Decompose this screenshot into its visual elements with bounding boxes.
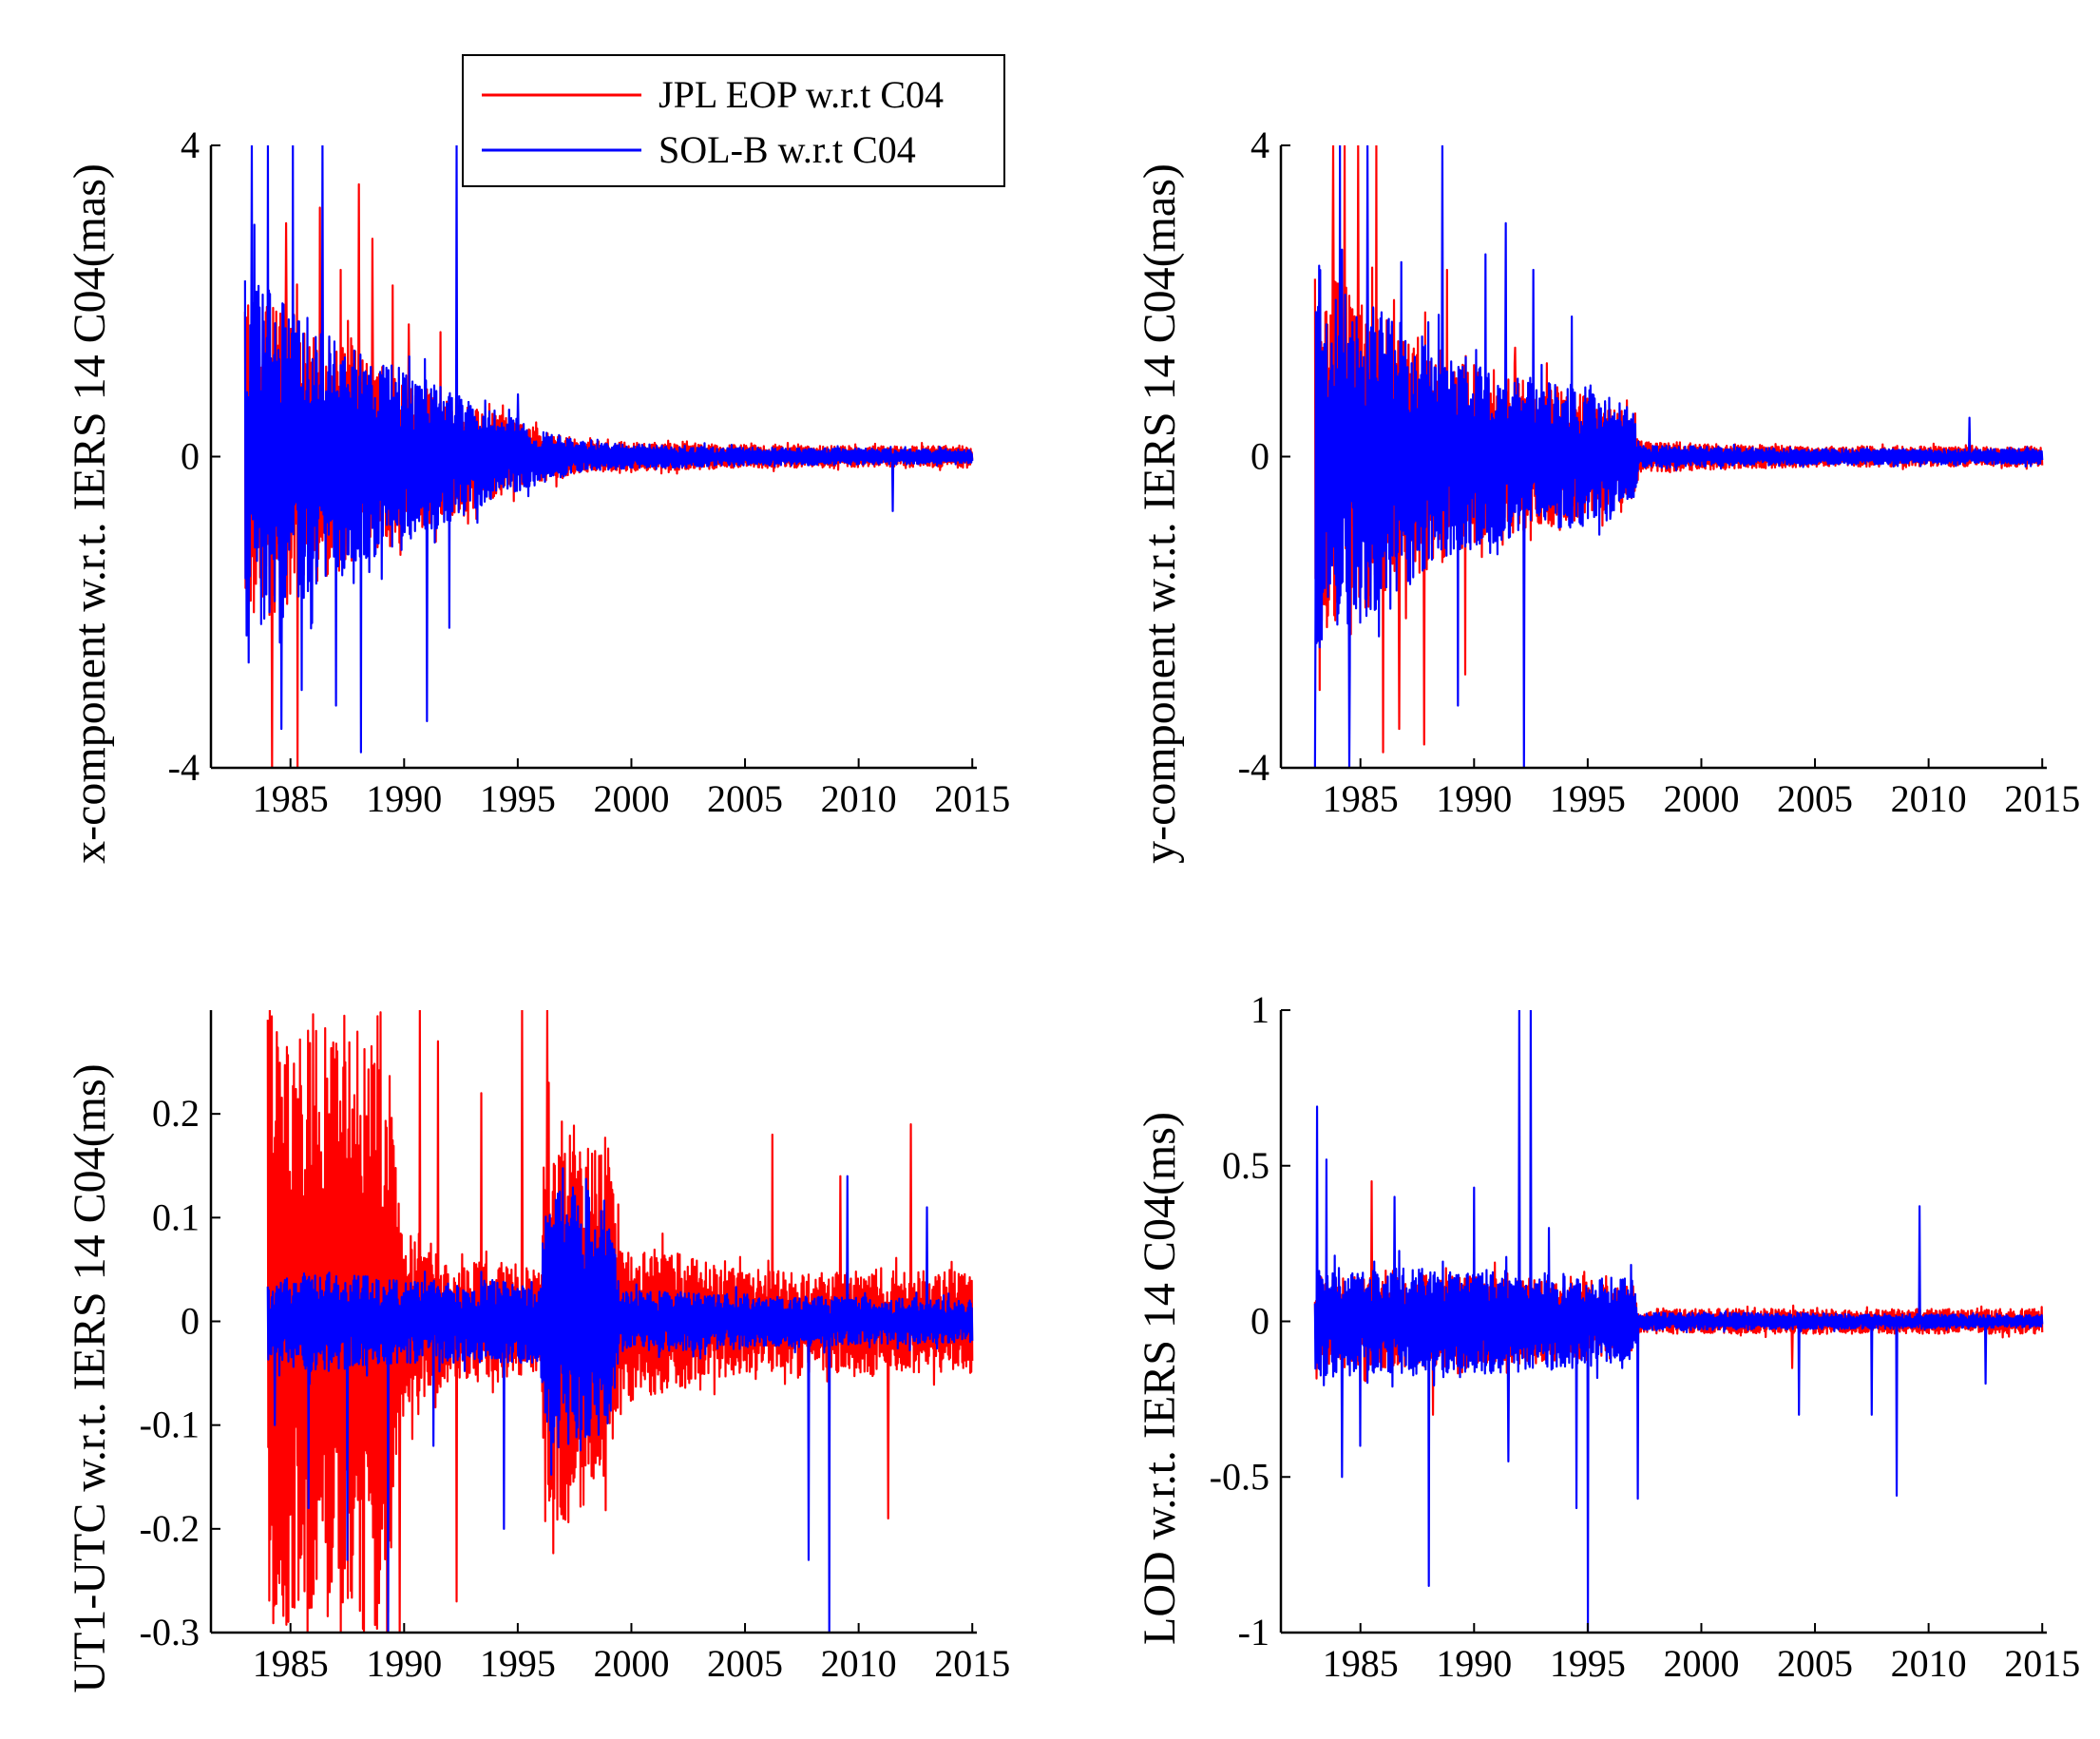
x-tick-label: 2005 bbox=[707, 1642, 783, 1685]
x-tick-label: 1985 bbox=[1323, 777, 1399, 820]
y-tick-label: 0 bbox=[181, 435, 200, 478]
x-tick-label: 2015 bbox=[2004, 1642, 2080, 1685]
x-tick-label: 1990 bbox=[1436, 1642, 1512, 1685]
y-tick-label: 0.1 bbox=[152, 1195, 200, 1238]
x-tick-label: 2000 bbox=[1663, 1642, 1739, 1685]
series-line-x-solb bbox=[243, 145, 974, 754]
y-tick-label: -0.3 bbox=[140, 1611, 200, 1653]
legend-label-solb: SOL-B w.r.t C04 bbox=[659, 128, 916, 171]
y-axis-label: y-component w.r.t. IERS 14 C04(mas) bbox=[1135, 163, 1185, 864]
y-tick-label: 0.5 bbox=[1222, 1144, 1270, 1187]
series-line-y-solb bbox=[1313, 145, 2044, 768]
x-tick-label: 1990 bbox=[366, 777, 442, 820]
legend: JPL EOP w.r.t C04 SOL-B w.r.t C04 bbox=[462, 54, 1005, 187]
subplot-lod: -1 -0.5 0 0.5 1 1985 1990 1995 2000 2005 2010 2015 L… bbox=[1135, 988, 2080, 1685]
y-tick-label: 0 bbox=[1250, 435, 1270, 478]
x-tick-label: 2005 bbox=[1777, 1642, 1853, 1685]
y-axis-label: UT1-UTC w.r.t. IERS 14 C04(ms) bbox=[65, 1063, 115, 1692]
y-tick-label: 0 bbox=[1250, 1300, 1270, 1343]
y-tick-label: -1 bbox=[1238, 1611, 1270, 1653]
x-tick-label: 2000 bbox=[593, 777, 669, 820]
y-tick-label: -0.1 bbox=[140, 1404, 200, 1446]
x-tick-label: 2010 bbox=[1891, 777, 1967, 820]
y-tick-label: -0.5 bbox=[1210, 1455, 1270, 1498]
x-tick-label: 2015 bbox=[2004, 777, 2080, 820]
x-tick-label: 2010 bbox=[821, 1642, 897, 1685]
x-tick-label: 1985 bbox=[1323, 1642, 1399, 1685]
y-axis-label: LOD w.r.t. IERS 14 C04(ms) bbox=[1135, 1112, 1185, 1645]
x-tick-label: 1985 bbox=[253, 777, 329, 820]
x-tick-label: 2010 bbox=[1891, 1642, 1967, 1685]
x-tick-label: 2005 bbox=[707, 777, 783, 820]
y-tick-label: -4 bbox=[168, 746, 200, 789]
x-tick-label: 1995 bbox=[1550, 1642, 1626, 1685]
x-tick-label: 2000 bbox=[1663, 777, 1739, 820]
plot-area bbox=[1313, 1010, 2044, 1633]
x-tick-label: 1985 bbox=[253, 1642, 329, 1685]
subplot-y: -4 0 4 1985 1990 1995 2000 2005 2010 2015 y-compon… bbox=[1135, 124, 2080, 864]
x-tick-label: 1995 bbox=[1550, 777, 1626, 820]
y-tick-label: 4 bbox=[1250, 124, 1270, 166]
x-tick-label: 1990 bbox=[1436, 777, 1512, 820]
plot-area bbox=[243, 145, 974, 768]
legend-label-jpl: JPL EOP w.r.t C04 bbox=[659, 73, 944, 116]
y-tick-label: 1 bbox=[1250, 988, 1270, 1031]
y-tick-label: 0.2 bbox=[152, 1092, 200, 1135]
legend-box bbox=[462, 54, 1005, 187]
x-tick-label: 1995 bbox=[480, 777, 556, 820]
x-tick-label: 2005 bbox=[1777, 777, 1853, 820]
x-tick-label: 2010 bbox=[821, 777, 897, 820]
series-line-ut1-solb bbox=[266, 1167, 974, 1633]
subplots: -4 0 4 1985 1990 1995 2000 2005 2010 2015 x-compon… bbox=[65, 124, 2080, 1693]
x-tick-label: 2015 bbox=[934, 1642, 1010, 1685]
x-tick-label: 1995 bbox=[480, 1642, 556, 1685]
y-axis-label: x-component w.r.t. IERS 14 C04(mas) bbox=[65, 163, 115, 864]
plot-area bbox=[1313, 145, 2044, 768]
x-tick-label: 2015 bbox=[934, 777, 1010, 820]
x-tick-label: 1990 bbox=[366, 1642, 442, 1685]
y-tick-label: 4 bbox=[181, 124, 200, 166]
subplot-x: -4 0 4 1985 1990 1995 2000 2005 2010 2015 x-compon… bbox=[65, 124, 1010, 864]
plot-area bbox=[266, 1010, 974, 1633]
series-line-lod-solb bbox=[1313, 1010, 2044, 1633]
subplot-ut1: -0.3 -0.2 -0.1 0 0.1 0.2 1985 1990 1995 2000 2005 2… bbox=[65, 1010, 1010, 1693]
y-tick-label: 0 bbox=[181, 1300, 200, 1343]
x-tick-label: 2000 bbox=[593, 1642, 669, 1685]
y-tick-label: -0.2 bbox=[140, 1507, 200, 1550]
y-tick-label: -4 bbox=[1238, 746, 1270, 789]
